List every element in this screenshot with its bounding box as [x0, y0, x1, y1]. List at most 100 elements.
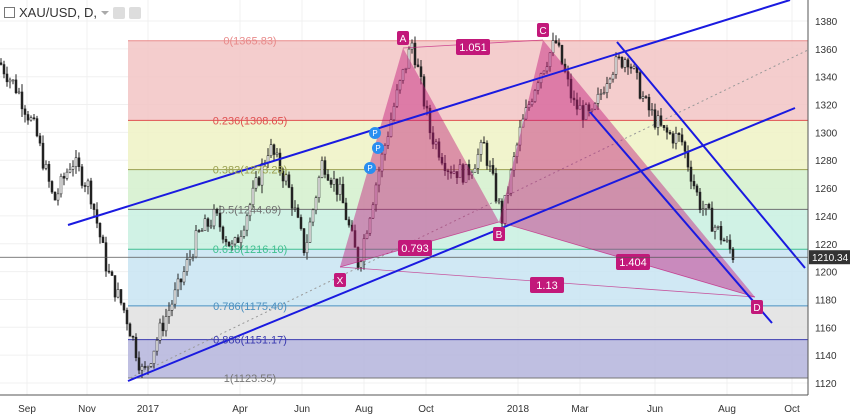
y-tick-label: 1120	[815, 379, 837, 390]
candle	[197, 230, 201, 232]
candle	[632, 66, 636, 69]
candle	[560, 45, 564, 65]
candle	[719, 226, 723, 241]
candle	[113, 275, 117, 298]
candle	[572, 97, 576, 101]
candle	[8, 79, 12, 83]
candle	[35, 118, 39, 137]
candle	[500, 200, 504, 224]
candle	[164, 316, 168, 332]
y-tick-label: 1160	[815, 323, 837, 334]
candle	[563, 63, 567, 72]
candle	[710, 207, 714, 232]
candle	[554, 40, 558, 44]
candle	[98, 223, 102, 238]
candle	[335, 178, 339, 195]
pivot-marker	[372, 142, 384, 154]
candle	[287, 174, 291, 188]
pattern-xab	[340, 48, 499, 267]
candle	[623, 59, 627, 68]
candle	[515, 144, 519, 157]
x-tick-label: 2018	[507, 404, 530, 415]
pattern-point-X	[334, 273, 346, 287]
candle	[728, 239, 732, 250]
candle	[122, 302, 126, 311]
fib-level-label: 0.236(1308.65)	[213, 115, 288, 127]
current-price-badge	[809, 250, 850, 265]
candle	[326, 174, 330, 181]
pattern-point-B	[493, 227, 505, 241]
candle	[305, 242, 309, 254]
candle	[731, 248, 735, 261]
candle	[725, 239, 729, 242]
ratio-badge	[398, 240, 432, 256]
candle	[713, 226, 717, 232]
eye-icon[interactable]	[113, 6, 126, 19]
candle	[74, 157, 78, 167]
pivot-label: P	[375, 144, 380, 153]
gear-icon[interactable]	[129, 6, 142, 19]
candle	[551, 40, 555, 54]
candle	[134, 336, 138, 358]
x-tick-label: 2017	[137, 404, 160, 415]
candle	[593, 103, 597, 110]
candle	[167, 310, 171, 317]
symbol-title[interactable]: XAU/USD, D,	[19, 5, 98, 20]
candle	[143, 366, 147, 368]
candle	[644, 96, 648, 98]
candle	[2, 64, 6, 75]
candle	[77, 157, 81, 167]
candle	[107, 270, 111, 273]
candle	[434, 141, 438, 145]
candle	[224, 239, 228, 243]
candle	[146, 366, 150, 368]
candle	[62, 176, 66, 179]
candle	[584, 104, 588, 120]
current-price-label: 1210.34	[812, 253, 849, 264]
candle	[461, 164, 465, 183]
candle	[575, 99, 579, 110]
candle	[380, 153, 384, 172]
candle	[578, 105, 582, 110]
candle	[29, 117, 33, 121]
candle	[452, 171, 456, 174]
candle	[455, 171, 459, 179]
candle	[86, 180, 90, 187]
candle	[665, 127, 669, 133]
candle	[23, 108, 27, 115]
minus-square-icon[interactable]	[4, 7, 15, 18]
pattern-point-A	[397, 31, 409, 45]
candle	[284, 174, 288, 182]
candle	[0, 62, 3, 65]
pivot-marker	[364, 162, 376, 174]
candle	[83, 185, 87, 187]
candle	[32, 117, 36, 119]
candle	[545, 66, 549, 72]
candle	[686, 151, 690, 168]
candle	[602, 92, 606, 94]
trend-line	[67, 0, 791, 226]
candle	[422, 76, 426, 107]
candle	[362, 238, 366, 263]
pattern-point-label: X	[337, 276, 344, 287]
y-tick-label: 1200	[815, 268, 838, 279]
candle	[206, 218, 210, 227]
pattern-point-label: A	[400, 34, 407, 45]
dropdown-icon[interactable]	[101, 10, 110, 15]
candle	[596, 94, 600, 104]
candle	[446, 170, 450, 173]
candle	[170, 303, 174, 311]
candle	[101, 236, 105, 243]
y-tick-label: 1360	[815, 45, 838, 56]
candle	[269, 144, 273, 157]
candle	[116, 289, 120, 298]
candle	[248, 204, 252, 217]
fib-level-label: 0.786(1175.40)	[213, 301, 287, 313]
candle	[17, 91, 21, 94]
x-tick-label: Nov	[78, 404, 96, 415]
candle	[443, 162, 447, 171]
candle	[155, 340, 159, 352]
candle	[338, 183, 342, 195]
